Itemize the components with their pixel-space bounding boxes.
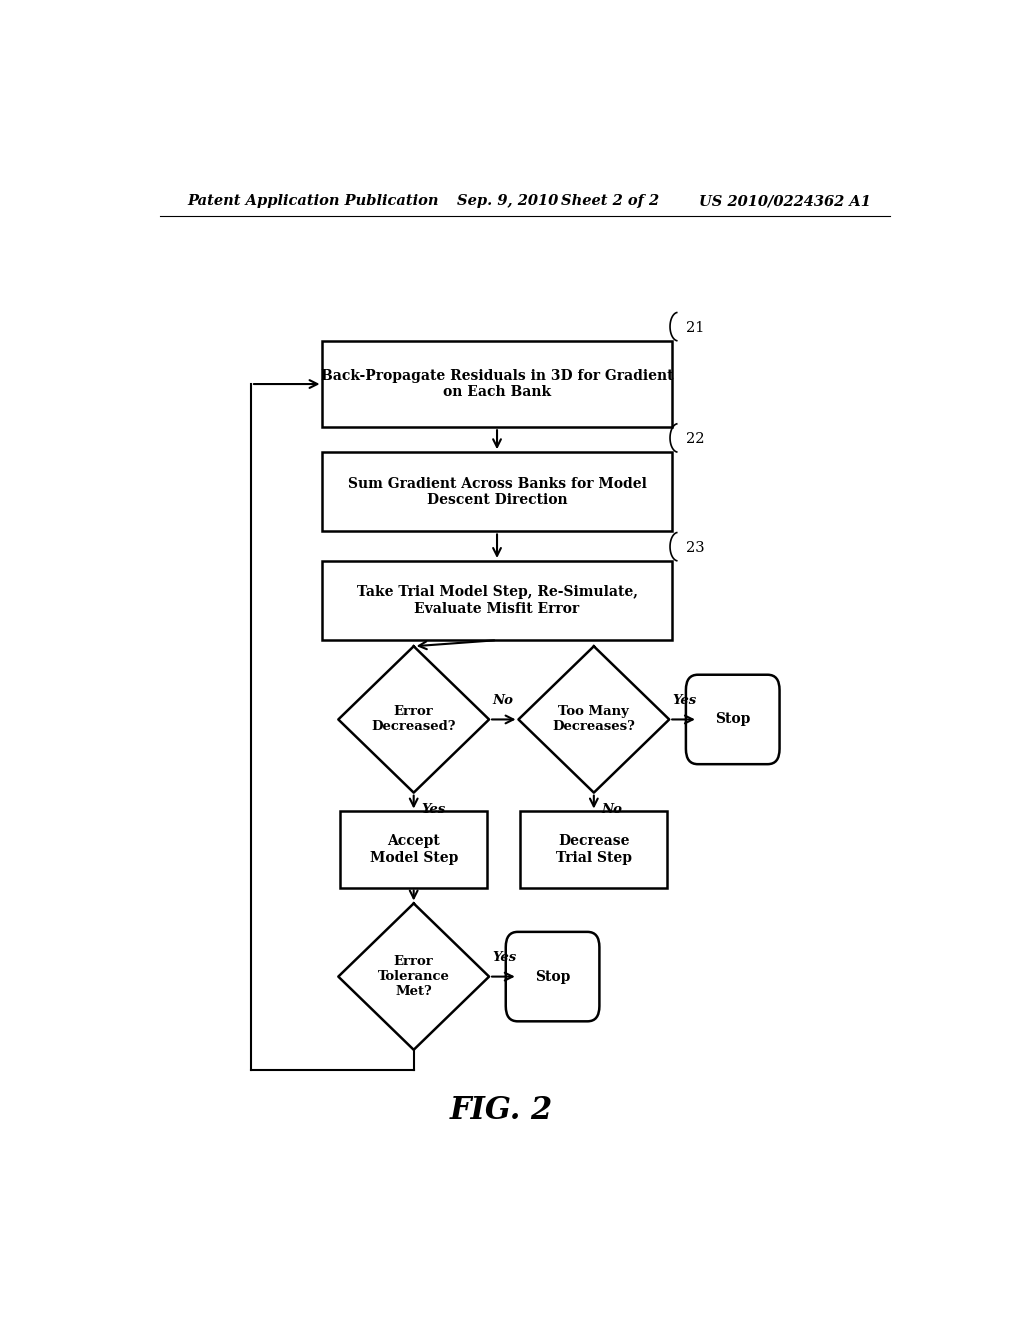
FancyBboxPatch shape <box>323 341 672 428</box>
Polygon shape <box>518 647 670 792</box>
Text: No: No <box>492 694 513 708</box>
Text: Take Trial Model Step, Re-Simulate,
Evaluate Misfit Error: Take Trial Model Step, Re-Simulate, Eval… <box>356 586 638 615</box>
Text: US 2010/0224362 A1: US 2010/0224362 A1 <box>699 194 871 209</box>
FancyBboxPatch shape <box>340 812 487 887</box>
Text: Yes: Yes <box>493 952 516 965</box>
Text: Yes: Yes <box>422 803 445 816</box>
Text: Stop: Stop <box>535 970 570 983</box>
Text: Accept
Model Step: Accept Model Step <box>370 834 458 865</box>
Text: Too Many
Decreases?: Too Many Decreases? <box>552 705 635 734</box>
Text: Sum Gradient Across Banks for Model
Descent Direction: Sum Gradient Across Banks for Model Desc… <box>347 477 646 507</box>
Text: 22: 22 <box>686 432 705 446</box>
Text: 23: 23 <box>686 541 705 554</box>
Text: Decrease
Trial Step: Decrease Trial Step <box>556 834 632 865</box>
Text: FIG. 2: FIG. 2 <box>450 1096 553 1126</box>
Text: Sheet 2 of 2: Sheet 2 of 2 <box>560 194 658 209</box>
Text: Back-Propagate Residuals in 3D for Gradient
on Each Bank: Back-Propagate Residuals in 3D for Gradi… <box>321 370 673 399</box>
FancyBboxPatch shape <box>323 453 672 532</box>
Text: No: No <box>602 803 623 816</box>
Text: Error
Decreased?: Error Decreased? <box>372 705 456 734</box>
Text: Error
Tolerance
Met?: Error Tolerance Met? <box>378 956 450 998</box>
FancyBboxPatch shape <box>323 561 672 640</box>
Polygon shape <box>338 647 489 792</box>
Polygon shape <box>338 903 489 1049</box>
Text: Yes: Yes <box>673 694 696 708</box>
FancyBboxPatch shape <box>686 675 779 764</box>
FancyBboxPatch shape <box>506 932 599 1022</box>
Text: Stop: Stop <box>715 713 751 726</box>
FancyBboxPatch shape <box>520 812 668 887</box>
Text: Patent Application Publication: Patent Application Publication <box>187 194 439 209</box>
Text: 21: 21 <box>686 321 705 335</box>
Text: Sep. 9, 2010: Sep. 9, 2010 <box>458 194 559 209</box>
